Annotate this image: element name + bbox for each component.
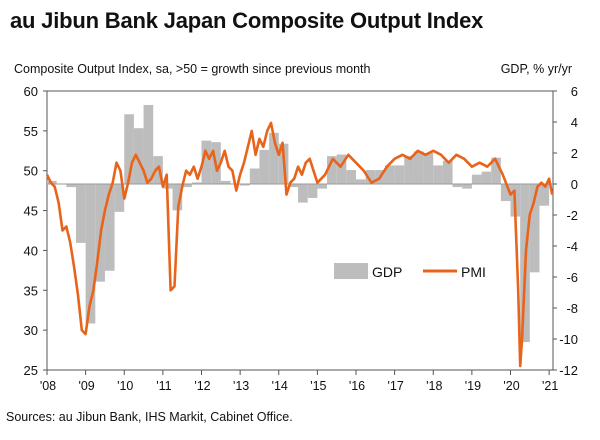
x-axis-tick-label: '19 [465, 379, 481, 393]
x-axis-tick-label: '14 [272, 379, 288, 393]
gdp-bar [220, 180, 231, 184]
x-axis-tick-label: '08 [40, 379, 56, 393]
gdp-bar [182, 184, 192, 188]
left-axis-tick-label: 35 [24, 283, 38, 298]
x-axis-tick-label: '16 [349, 379, 365, 393]
gdp-bar [462, 184, 472, 189]
gdp-bar [491, 157, 501, 184]
gdp-bar [327, 156, 337, 184]
gdp-bar [404, 156, 414, 184]
gdp-bar [133, 128, 144, 184]
gdp-bar [346, 170, 357, 184]
gdp-bar [452, 184, 463, 188]
gdp-bar [336, 154, 347, 184]
left-axis-tick-label: 45 [24, 204, 38, 219]
gdp-bar [298, 184, 308, 203]
gdp-bar [201, 140, 212, 184]
left-axis-tick-label: 55 [24, 124, 38, 139]
x-axis-tick-label: '15 [310, 379, 326, 393]
gdp-bar [471, 174, 482, 184]
left-axis-tick-label: 50 [24, 164, 38, 179]
x-axis-tick-label: '13 [233, 379, 249, 393]
plot-frame [46, 90, 554, 371]
gdp-bar [356, 179, 366, 184]
left-axis-label: Composite Output Index, sa, >50 = growth… [14, 62, 371, 76]
pmi-line [45, 121, 554, 368]
gdp-bar [259, 149, 270, 184]
gdp-bar [529, 184, 540, 273]
gdp-bar [124, 114, 134, 184]
x-axis-tick-label: '21 [542, 379, 558, 393]
right-axis-tick-label: -12 [559, 363, 578, 378]
x-axis-tick-label: '12 [194, 379, 210, 393]
gdp-bar [433, 165, 443, 184]
gdp-bar [317, 184, 328, 189]
gdp-bar [442, 160, 453, 184]
gdp-bar [66, 184, 76, 188]
gdp-bar [143, 104, 154, 184]
x-axis-tick-label: '10 [117, 379, 133, 393]
right-axis-tick-label: 6 [571, 84, 578, 99]
right-axis-tick-label: -2 [566, 208, 578, 223]
left-axis-tick-label: 40 [24, 243, 38, 258]
left-axis-tick-label: 25 [24, 363, 38, 378]
right-axis-label: GDP, % yr/yr [500, 62, 572, 76]
gdp-bar [384, 165, 395, 184]
right-axis-tick-label: -4 [566, 239, 578, 254]
gdp-bar [539, 184, 550, 206]
source-note: Sources: au Jibun Bank, IHS Markit, Cabi… [6, 410, 293, 424]
gdp-bar [500, 184, 511, 202]
right-axis-tick-label: 4 [571, 115, 578, 130]
legend-gdp-swatch [334, 263, 368, 279]
gdp-bar [75, 184, 86, 243]
chart-title: au Jibun Bank Japan Composite Output Ind… [10, 8, 484, 33]
gdp-bar [481, 171, 492, 184]
right-axis-tick-label: -6 [566, 270, 578, 285]
gdp-bar [307, 184, 318, 198]
right-axis-tick-label: 2 [571, 146, 578, 161]
gdp-bar [394, 165, 405, 184]
gdp-bar [413, 151, 424, 184]
legend-gdp-label: GDP [372, 264, 402, 280]
x-axis-tick-label: '11 [156, 379, 171, 393]
gdp-bar [172, 184, 183, 211]
x-axis-tick-label: '20 [503, 379, 519, 393]
right-axis-tick-label: -10 [559, 332, 578, 347]
gdp-bar [288, 184, 299, 188]
gdp-bar [423, 153, 434, 184]
gdp-bar [240, 184, 250, 186]
x-axis-tick-label: '17 [387, 379, 403, 393]
right-axis-tick-label: -8 [566, 301, 578, 316]
x-axis-tick-label: '09 [78, 379, 94, 393]
gdp-bar [104, 184, 115, 271]
gdp-bar [114, 184, 125, 212]
x-axis-tick-label: '18 [426, 379, 442, 393]
gdp-bar [269, 132, 279, 184]
right-axis-tick-label: 0 [571, 177, 578, 192]
gdp-bar [365, 170, 376, 184]
gdp-bar [85, 184, 96, 324]
legend-pmi-label: PMI [461, 264, 486, 280]
gdp-bar [191, 182, 202, 184]
left-axis-tick-label: 30 [24, 323, 38, 338]
left-axis-tick-label: 60 [24, 84, 38, 99]
gdp-bar [249, 168, 260, 184]
gdp-bar [153, 156, 163, 184]
